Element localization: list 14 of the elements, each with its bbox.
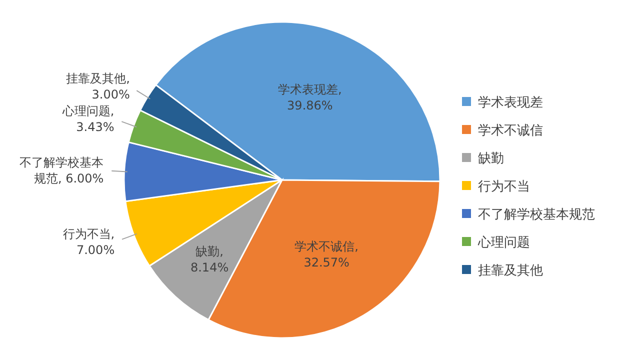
data-label: 心理问题, 3.43% bbox=[61, 104, 114, 134]
legend-label: 挂靠及其他 bbox=[478, 264, 543, 278]
data-label: 行为不当, 7.00% bbox=[62, 227, 115, 258]
data-label: 缺勤, 8.14% bbox=[190, 244, 229, 274]
legend-label: 学术不诚信 bbox=[478, 124, 543, 138]
data-label: 学术不诚信, 32.57% bbox=[294, 240, 359, 270]
data-label: 学术表现差, 39.86% bbox=[278, 82, 342, 113]
legend-label: 行为不当 bbox=[478, 180, 530, 194]
legend-label: 学术表现差 bbox=[478, 96, 543, 110]
legend-label: 心理问题 bbox=[477, 234, 530, 250]
data-label: 挂靠及其他, 3.00% bbox=[66, 71, 130, 102]
legend-label: 缺勤 bbox=[478, 152, 504, 166]
legend-label: 不了解学校基本规范 bbox=[478, 208, 595, 222]
data-label: 不了解学校基本规范, 6.00% bbox=[20, 155, 104, 186]
